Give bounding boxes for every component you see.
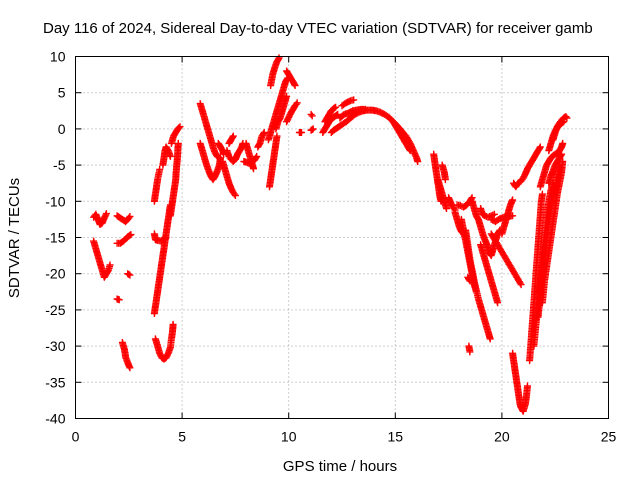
data-point	[102, 210, 110, 218]
y-tick-label: -40	[45, 411, 65, 427]
data-point	[562, 113, 570, 121]
y-tick-label: -25	[45, 302, 65, 318]
data-point	[559, 139, 567, 147]
x-axis-label: GPS time / hours	[283, 458, 397, 475]
data-point	[308, 112, 316, 120]
data-point	[293, 99, 301, 107]
data-point	[307, 110, 315, 118]
data-point	[102, 211, 110, 219]
data-point	[273, 132, 281, 140]
y-tick-label: -10	[45, 193, 65, 209]
data-point	[331, 104, 338, 112]
data-point	[414, 158, 422, 165]
data-point	[309, 125, 317, 133]
y-axis-label: SDTVAR / TECUs	[6, 178, 23, 298]
data-point	[174, 139, 182, 147]
data-point	[362, 105, 369, 113]
data-point	[332, 103, 340, 111]
data-point	[115, 296, 123, 304]
data-point	[127, 231, 135, 239]
chart-title: Day 116 of 2024, Sidereal Day-to-day VTE…	[43, 20, 593, 37]
y-tick-label: -15	[45, 230, 65, 246]
chart-ticks: 0 5 10 15 20 25 10 5 0 -5 -10 -15 -20 -25 -30 -35 -40	[45, 49, 616, 445]
data-point	[169, 320, 177, 328]
data-point	[494, 299, 502, 307]
data-point	[441, 176, 449, 184]
data-point	[558, 150, 566, 158]
data-point	[126, 271, 134, 279]
data-point	[466, 277, 474, 285]
data-point	[563, 114, 571, 122]
data-point	[231, 192, 239, 199]
data-point	[443, 205, 450, 212]
y-tick-label: -5	[53, 157, 66, 173]
data-point	[126, 364, 134, 372]
data-point	[486, 335, 494, 343]
data-point	[536, 143, 544, 151]
y-tick-label: 0	[58, 121, 66, 137]
data-point	[490, 210, 498, 218]
data-point	[406, 147, 414, 155]
data-point	[156, 165, 164, 173]
x-tick-label: 10	[281, 429, 297, 445]
data-point	[230, 190, 238, 198]
data-point	[516, 279, 524, 287]
data-point	[275, 54, 283, 62]
y-tick-label: 5	[58, 85, 66, 101]
x-tick-label: 15	[388, 429, 404, 445]
data-point	[308, 126, 316, 134]
data-point	[350, 96, 358, 104]
y-tick-label: -20	[45, 266, 65, 282]
data-point	[260, 129, 268, 136]
y-tick-label: -30	[45, 338, 65, 354]
data-point	[283, 92, 291, 100]
data-point	[175, 124, 183, 132]
data-point	[450, 205, 458, 212]
data-point	[106, 261, 114, 269]
data-point	[125, 214, 133, 222]
data-point	[291, 82, 299, 89]
data-point	[517, 281, 525, 289]
data-point	[229, 132, 237, 140]
chart-points	[90, 54, 571, 415]
x-tick-label: 20	[494, 429, 510, 445]
x-tick-label: 25	[601, 429, 617, 445]
y-tick-label: 10	[50, 49, 66, 65]
data-point	[250, 165, 257, 173]
x-tick-label: 5	[178, 429, 186, 445]
x-tick-label: 0	[72, 429, 80, 445]
data-point	[126, 213, 134, 220]
data-point	[466, 348, 474, 356]
data-point	[253, 152, 261, 160]
data-point	[509, 196, 517, 204]
data-point	[166, 152, 174, 160]
data-point	[298, 129, 305, 136]
data-point	[538, 190, 546, 198]
data-point	[176, 123, 184, 131]
data-point	[524, 382, 531, 390]
data-point	[292, 100, 300, 108]
data-point	[217, 154, 224, 162]
y-tick-label: -35	[45, 374, 65, 390]
